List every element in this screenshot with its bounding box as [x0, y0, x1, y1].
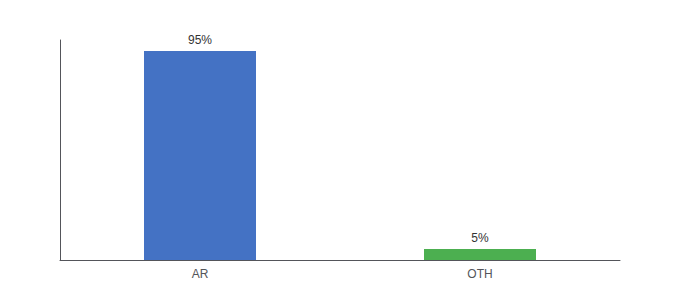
svg-text:OTH: OTH	[467, 267, 492, 281]
svg-text:5%: 5%	[471, 231, 489, 245]
svg-text:95%: 95%	[188, 33, 212, 47]
svg-text:AR: AR	[192, 267, 209, 281]
